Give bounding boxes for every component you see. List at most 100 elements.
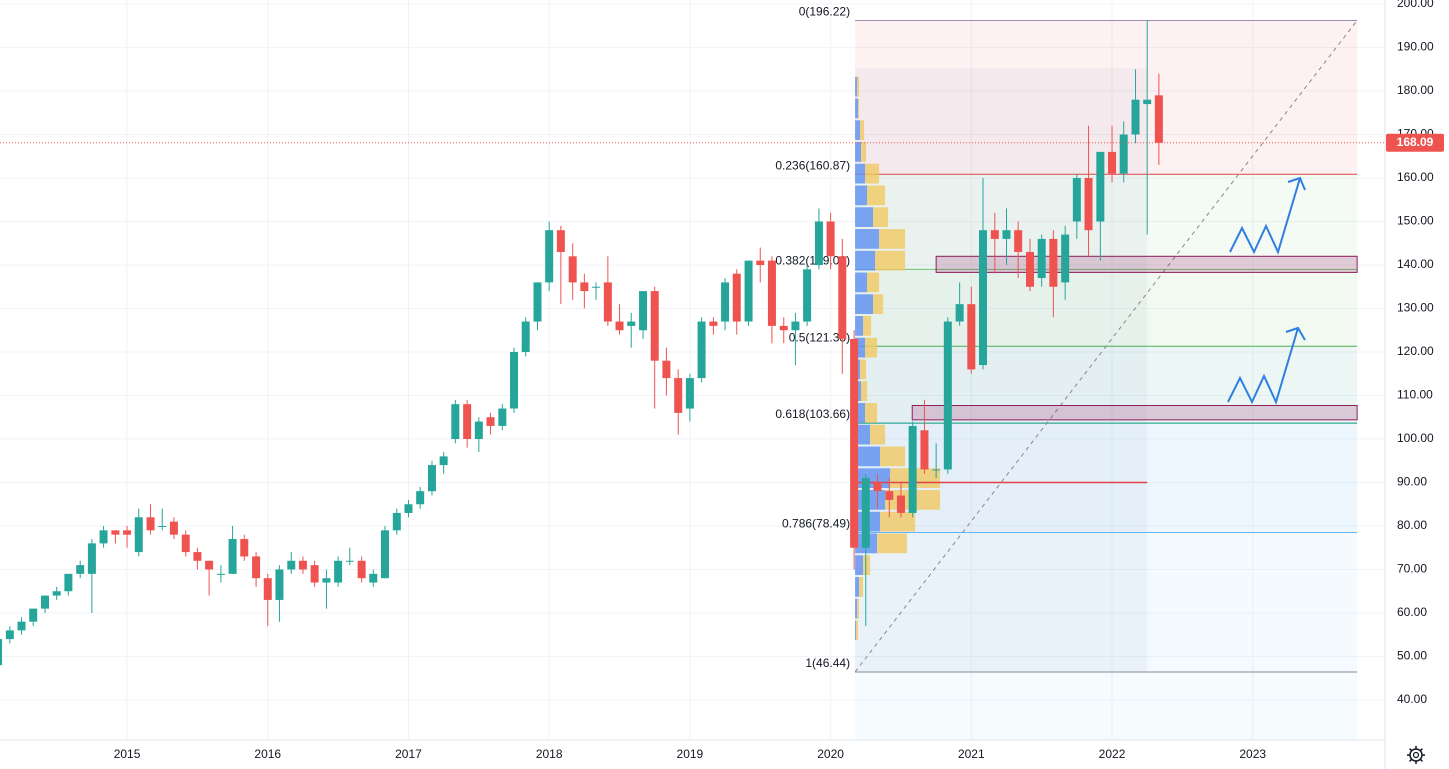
- fib-label: 0.5(121.33): [789, 330, 850, 344]
- candle-body: [861, 478, 870, 548]
- volume-down: [877, 533, 908, 554]
- volume-up: [855, 403, 866, 423]
- candle-body: [334, 560, 343, 583]
- candle-body: [298, 560, 307, 570]
- candle-body: [732, 273, 741, 322]
- candle-body: [709, 321, 718, 326]
- fib-label: 0(196.22): [799, 5, 850, 19]
- fib-band: [855, 671, 1358, 740]
- volume-up: [855, 468, 891, 489]
- volume-up: [855, 598, 858, 619]
- volume-up: [855, 337, 866, 358]
- volume-down: [857, 598, 860, 619]
- candle-body: [87, 543, 96, 574]
- candle-body: [850, 338, 859, 548]
- volume-up: [855, 120, 861, 141]
- candle-body: [486, 417, 495, 426]
- volume-up: [855, 577, 860, 597]
- candle-body: [685, 378, 694, 409]
- candle-body: [779, 325, 788, 331]
- volume-up: [855, 76, 858, 97]
- candle-body: [158, 525, 167, 527]
- candle-body: [756, 260, 765, 265]
- y-tick-label: 120.00: [1397, 344, 1434, 358]
- volume-down: [863, 555, 871, 576]
- candle-body: [650, 291, 659, 361]
- candle-body: [1014, 230, 1023, 252]
- candle-body: [967, 304, 976, 370]
- candle-body: [955, 304, 964, 322]
- candle-body: [41, 595, 50, 609]
- volume-down: [867, 272, 880, 293]
- candle-body: [803, 269, 812, 322]
- candle-body: [990, 230, 999, 239]
- fib-trend: [854, 20, 1358, 673]
- candle-body: [380, 530, 389, 579]
- candle-body: [0, 639, 3, 666]
- volume-up: [855, 185, 868, 206]
- y-tick-label: 190.00: [1397, 40, 1434, 54]
- projection-arrow: [1227, 326, 1306, 405]
- volume-down: [858, 98, 860, 119]
- candle-body: [1119, 134, 1128, 174]
- candle-body: [427, 465, 436, 492]
- volume-up: [855, 142, 862, 162]
- volume-down: [873, 294, 884, 315]
- candle-body: [791, 321, 800, 331]
- fib-band: [855, 174, 1358, 270]
- candle-body: [873, 482, 882, 492]
- candle-body: [814, 221, 823, 265]
- candle-body: [240, 539, 249, 557]
- y-tick-label: 160.00: [1397, 170, 1434, 184]
- candle-body: [1143, 99, 1152, 105]
- candle-body: [1072, 177, 1081, 222]
- y-tick-label: 50.00: [1397, 649, 1427, 663]
- y-tick-label: 200.00: [1397, 0, 1434, 10]
- volume-down: [867, 185, 886, 206]
- volume-up: [855, 272, 868, 293]
- fib-band: [855, 269, 1358, 347]
- y-tick-label: 180.00: [1397, 83, 1434, 97]
- settings-gear[interactable]: [1407, 746, 1425, 764]
- candle-body: [99, 530, 108, 544]
- candle-body: [545, 230, 554, 283]
- candle-body: [76, 565, 85, 574]
- candle-body: [662, 360, 671, 379]
- fib-label: 1(46.44): [805, 656, 850, 670]
- candle-body: [580, 282, 589, 292]
- volume-down: [861, 142, 867, 162]
- x-tick-label: 2019: [677, 747, 704, 761]
- y-tick-label: 150.00: [1397, 214, 1434, 228]
- candle-body: [17, 621, 26, 631]
- x-tick-label: 2017: [395, 747, 422, 761]
- candle-body: [1002, 230, 1011, 239]
- y-tick-label: 80.00: [1397, 518, 1427, 532]
- candle-body: [920, 430, 929, 470]
- last-price-tag: [1386, 133, 1444, 152]
- volume-down: [860, 359, 867, 380]
- x-tick-label: 2018: [536, 747, 563, 761]
- volume-up: [855, 207, 874, 228]
- volume-down: [879, 229, 906, 249]
- fib-band: [855, 346, 1358, 424]
- y-tick-label: 100.00: [1397, 431, 1434, 445]
- candle-body: [193, 552, 202, 561]
- fib-label: 0.236(160.87): [775, 158, 850, 172]
- candle-body: [64, 573, 73, 592]
- candle-body: [627, 321, 636, 326]
- candle-body: [169, 521, 178, 535]
- gear-hub[interactable]: [1412, 751, 1420, 759]
- candle-body: [826, 221, 835, 257]
- volume-up: [855, 98, 859, 119]
- candle-body: [275, 569, 284, 600]
- volume-up: [855, 555, 864, 576]
- gear-teeth[interactable]: [1407, 746, 1425, 764]
- candle-body: [592, 286, 601, 288]
- candle-body: [181, 534, 190, 553]
- candle-body: [310, 565, 319, 583]
- volume-down: [856, 620, 859, 641]
- y-tick-label: 90.00: [1397, 475, 1427, 489]
- projection-arrow: [1229, 176, 1306, 255]
